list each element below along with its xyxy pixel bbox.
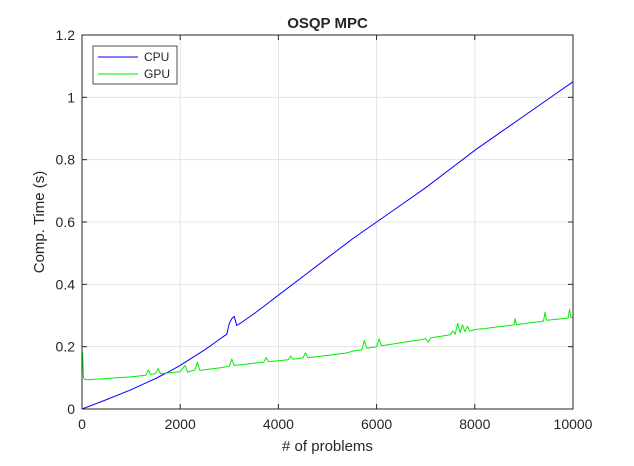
x-tick-label: 10000 xyxy=(554,416,593,432)
x-tick-label: 6000 xyxy=(361,416,392,432)
x-axis-label: # of problems xyxy=(282,438,373,455)
y-tick-label: 0.4 xyxy=(56,276,76,292)
series-lines xyxy=(81,81,574,410)
x-tick-label: 0 xyxy=(78,416,86,432)
x-tick-label: 4000 xyxy=(263,416,294,432)
x-tick-label: 2000 xyxy=(165,416,196,432)
series-line-cpu xyxy=(81,81,574,410)
y-tick-label: 0.6 xyxy=(56,214,76,230)
legend-gpu-label: GPU xyxy=(144,67,170,81)
y-tick-label: 1.2 xyxy=(56,27,76,43)
x-tick-label: 8000 xyxy=(459,416,490,432)
y-tick-label: 0 xyxy=(67,401,75,417)
grid-lines xyxy=(81,34,574,410)
y-tick-label: 0.8 xyxy=(56,152,76,168)
chart-title: OSQP MPC xyxy=(287,15,368,32)
legend: CPU GPU xyxy=(92,45,178,85)
y-axis-label: Comp. Time (s) xyxy=(31,171,48,274)
legend-cpu-label: CPU xyxy=(144,50,169,64)
axis-ticks: 0 2000 4000 6000 8000 10000 0 0.2 0.4 0.6 0.8 1 1.2 xyxy=(56,27,593,432)
legend-box xyxy=(92,45,178,85)
series-line-gpu xyxy=(81,308,574,381)
y-tick-label: 1 xyxy=(67,89,75,105)
y-tick-label: 0.2 xyxy=(56,339,76,355)
